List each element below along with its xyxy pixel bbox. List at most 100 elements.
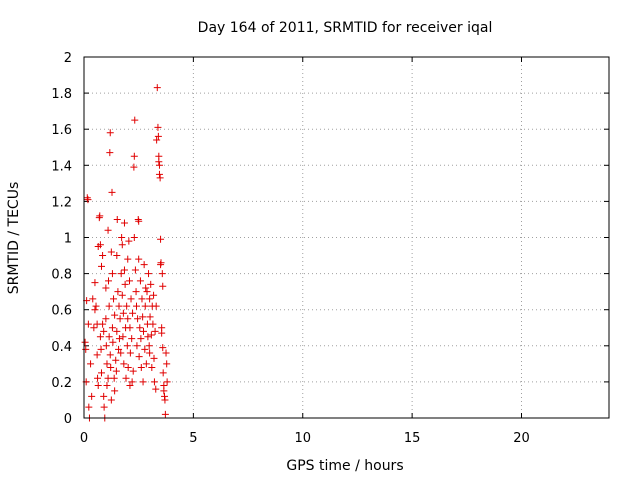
data-point: [102, 342, 110, 350]
data-point: [107, 396, 115, 404]
data-point: [127, 295, 135, 303]
data-point: [124, 255, 132, 263]
data-point: [136, 277, 144, 285]
data-point: [91, 306, 99, 314]
data-point: [161, 396, 169, 404]
y-tick-label: 2: [64, 51, 72, 66]
y-tick-label: 0.6: [51, 304, 72, 319]
data-point: [117, 349, 125, 357]
data-point: [84, 320, 92, 328]
data-point: [144, 333, 152, 341]
data-point: [112, 367, 120, 375]
data-point: [96, 333, 104, 341]
data-point: [134, 315, 142, 323]
data-point: [132, 288, 140, 296]
y-tick-label: 0.8: [51, 268, 72, 283]
data-point: [115, 335, 123, 343]
data-point: [108, 270, 116, 278]
data-point: [85, 403, 93, 411]
data-point: [155, 161, 163, 169]
data-point: [94, 374, 102, 382]
data-point: [150, 354, 158, 362]
data-point: [119, 333, 127, 341]
data-points: [81, 84, 171, 422]
data-point: [126, 382, 134, 390]
data-point: [137, 335, 145, 343]
data-point: [94, 382, 102, 390]
data-point: [163, 378, 171, 386]
data-point: [129, 309, 137, 317]
x-tick-label: 10: [294, 431, 311, 446]
data-point: [102, 315, 110, 323]
data-point: [93, 351, 101, 359]
data-point: [110, 295, 118, 303]
x-tick-label: 0: [80, 431, 88, 446]
data-point: [139, 313, 147, 321]
data-point: [133, 342, 141, 350]
data-point: [128, 378, 136, 386]
data-point: [154, 123, 162, 131]
data-point: [131, 116, 139, 124]
data-point: [103, 360, 111, 368]
data-point: [96, 212, 104, 220]
data-point: [146, 295, 154, 303]
data-point: [89, 295, 97, 303]
axis-ticks: 00.20.40.60.811.21.41.61.820 5 10 15 20: [51, 51, 609, 446]
data-point: [139, 378, 147, 386]
data-point: [91, 279, 99, 287]
y-axis-label: SRMTID / TECUs: [6, 182, 22, 295]
y-tick-label: 0.2: [51, 376, 72, 391]
data-point: [122, 374, 130, 382]
data-point: [153, 136, 161, 144]
plot-frame: [83, 56, 610, 419]
data-point: [130, 152, 138, 160]
data-point: [158, 329, 166, 337]
data-point: [117, 270, 125, 278]
data-point: [159, 369, 167, 377]
x-tick-label: 20: [513, 431, 530, 446]
data-point: [125, 237, 133, 245]
data-point: [87, 360, 95, 368]
data-point: [159, 282, 167, 290]
data-point: [159, 344, 167, 352]
data-point: [102, 284, 110, 292]
data-point: [113, 252, 121, 260]
data-point: [100, 392, 108, 400]
data-point: [149, 320, 157, 328]
data-point: [129, 367, 137, 375]
data-point: [146, 349, 154, 357]
data-point: [114, 288, 122, 296]
data-point: [118, 241, 126, 249]
data-point: [99, 252, 107, 260]
data-point: [98, 262, 105, 270]
data-point: [155, 158, 163, 166]
data-point: [106, 351, 114, 359]
data-point: [133, 302, 140, 310]
data-point: [83, 194, 91, 202]
data-point: [115, 345, 123, 353]
x-tick-label: 5: [189, 431, 197, 446]
chart-title: Day 164 of 2011, SRMTID for receiver iqa…: [198, 20, 493, 36]
data-point: [96, 241, 104, 249]
data-point: [141, 345, 149, 353]
data-point: [120, 360, 128, 368]
data-point: [88, 392, 96, 400]
y-tick-label: 0: [64, 412, 72, 427]
grid-lines: [84, 57, 609, 418]
data-point: [100, 327, 108, 335]
data-point: [135, 353, 143, 361]
data-point: [104, 374, 112, 382]
data-point: [136, 324, 144, 332]
data-point: [118, 291, 126, 299]
data-point: [82, 345, 90, 353]
data-point: [107, 248, 115, 256]
data-point: [152, 385, 160, 393]
data-point: [131, 266, 139, 274]
data-point: [163, 360, 171, 368]
data-point: [157, 259, 165, 267]
data-point: [113, 327, 121, 335]
data-point: [153, 84, 161, 92]
data-point: [116, 315, 124, 323]
data-point: [123, 302, 131, 310]
data-point: [150, 291, 158, 299]
